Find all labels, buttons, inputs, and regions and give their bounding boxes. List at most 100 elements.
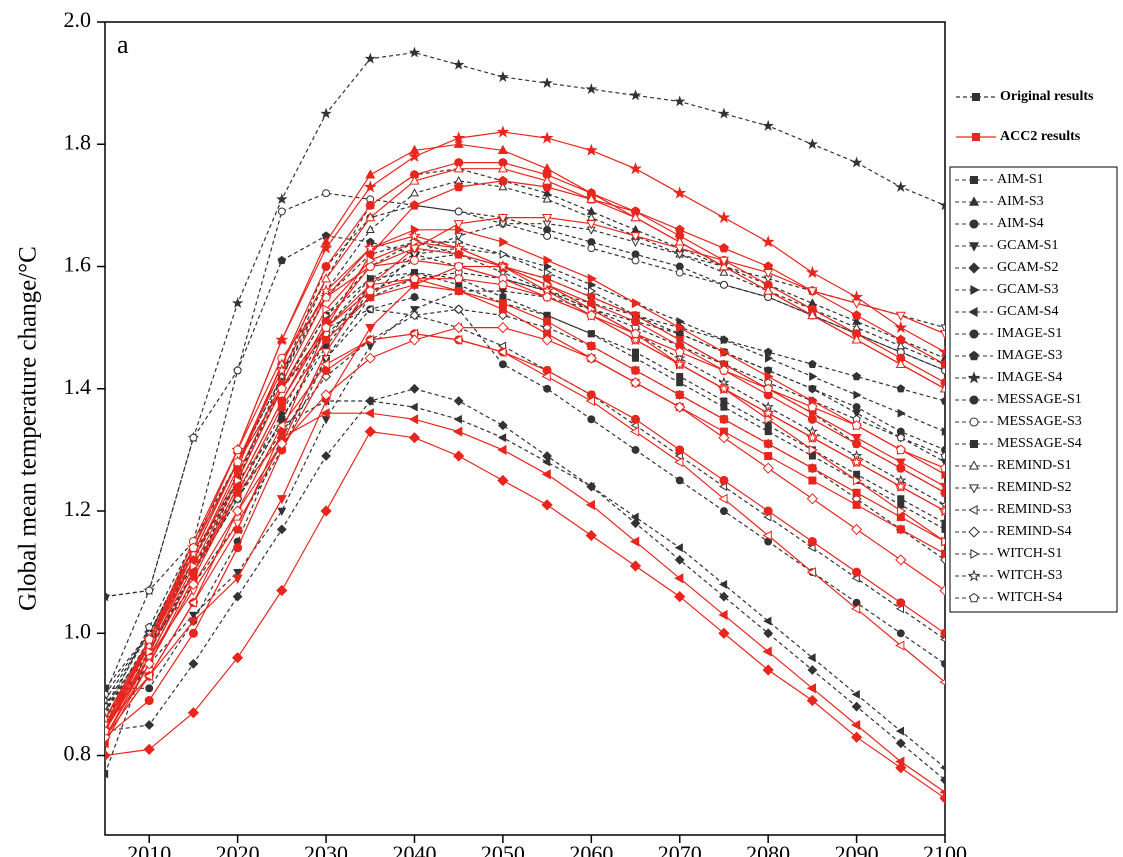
marker (939, 679, 945, 686)
marker (896, 433, 906, 442)
acc2-line (105, 333, 945, 738)
marker (365, 212, 376, 222)
marker (319, 241, 333, 254)
marker (674, 543, 683, 553)
marker (940, 396, 945, 405)
marker (719, 427, 728, 436)
marker (718, 627, 730, 639)
marker (850, 156, 863, 168)
marker (970, 440, 978, 448)
marker (321, 322, 331, 332)
marker (105, 684, 109, 692)
marker (968, 526, 980, 538)
marker (453, 334, 463, 345)
marker (764, 293, 773, 302)
marker (188, 611, 198, 620)
x-tick-label: 2060 (569, 841, 613, 857)
marker (542, 291, 552, 302)
marker (499, 237, 509, 248)
marker (498, 175, 508, 186)
marker (896, 598, 906, 608)
marker (363, 241, 377, 254)
marker (718, 579, 728, 589)
marker (543, 384, 552, 393)
marker (717, 210, 731, 224)
legend-label: IMAGE-S3 (997, 348, 1062, 363)
marker (808, 444, 818, 455)
marker (276, 420, 286, 431)
marker (763, 347, 773, 356)
marker (970, 548, 980, 560)
x-tick-label: 2010 (127, 841, 171, 857)
acc2-line (105, 430, 945, 799)
marker (720, 347, 730, 358)
plot-frame (104, 21, 946, 836)
acc2-line (105, 333, 945, 738)
marker (850, 523, 863, 536)
marker (543, 268, 553, 278)
marker (498, 299, 507, 308)
marker (585, 83, 598, 95)
marker (452, 131, 466, 144)
acc2-line (105, 217, 945, 726)
marker (851, 434, 862, 444)
marker (968, 262, 980, 274)
marker (939, 498, 945, 510)
y-tick-label: 1.4 (64, 374, 92, 399)
marker (762, 646, 772, 657)
marker (586, 310, 597, 320)
x-tick-label: 2020 (216, 841, 260, 857)
x-tick-label: 2100 (923, 841, 967, 857)
marker (364, 52, 376, 64)
marker (629, 536, 640, 547)
acc2-line (105, 278, 945, 738)
marker (968, 306, 978, 318)
marker (630, 311, 641, 322)
marker (321, 273, 332, 283)
marker (587, 244, 596, 253)
marker (761, 406, 775, 419)
marker (940, 775, 945, 785)
original-line (105, 271, 945, 689)
marker (763, 506, 773, 516)
acc2-line (105, 247, 945, 732)
marker (806, 567, 816, 578)
marker (895, 311, 906, 322)
marker (143, 671, 153, 682)
marker (939, 383, 945, 393)
marker (763, 383, 774, 393)
marker (410, 237, 421, 248)
marker (631, 298, 642, 309)
marker (674, 554, 685, 565)
marker (409, 310, 420, 321)
marker (629, 333, 642, 346)
legend-label: AIM-S1 (997, 172, 1044, 187)
marker (144, 720, 155, 730)
legend-label: REMIND-S2 (997, 480, 1072, 495)
marker (806, 493, 819, 505)
marker (674, 346, 685, 357)
marker (105, 590, 111, 602)
marker (969, 350, 979, 361)
marker (541, 499, 553, 511)
marker (675, 476, 684, 485)
marker (673, 186, 687, 199)
marker (763, 261, 774, 271)
marker (674, 336, 685, 346)
marker (542, 175, 553, 185)
marker (896, 629, 905, 638)
marker (498, 279, 508, 289)
marker (719, 335, 729, 344)
y-tick-label: 0.8 (64, 741, 92, 766)
marker (807, 287, 818, 297)
marker (676, 373, 684, 380)
marker (454, 232, 464, 241)
marker (895, 640, 905, 651)
marker (851, 689, 860, 699)
acc2-line (105, 284, 945, 732)
marker (320, 107, 332, 119)
marker (631, 366, 640, 375)
marker (853, 470, 861, 478)
marker (320, 505, 332, 517)
